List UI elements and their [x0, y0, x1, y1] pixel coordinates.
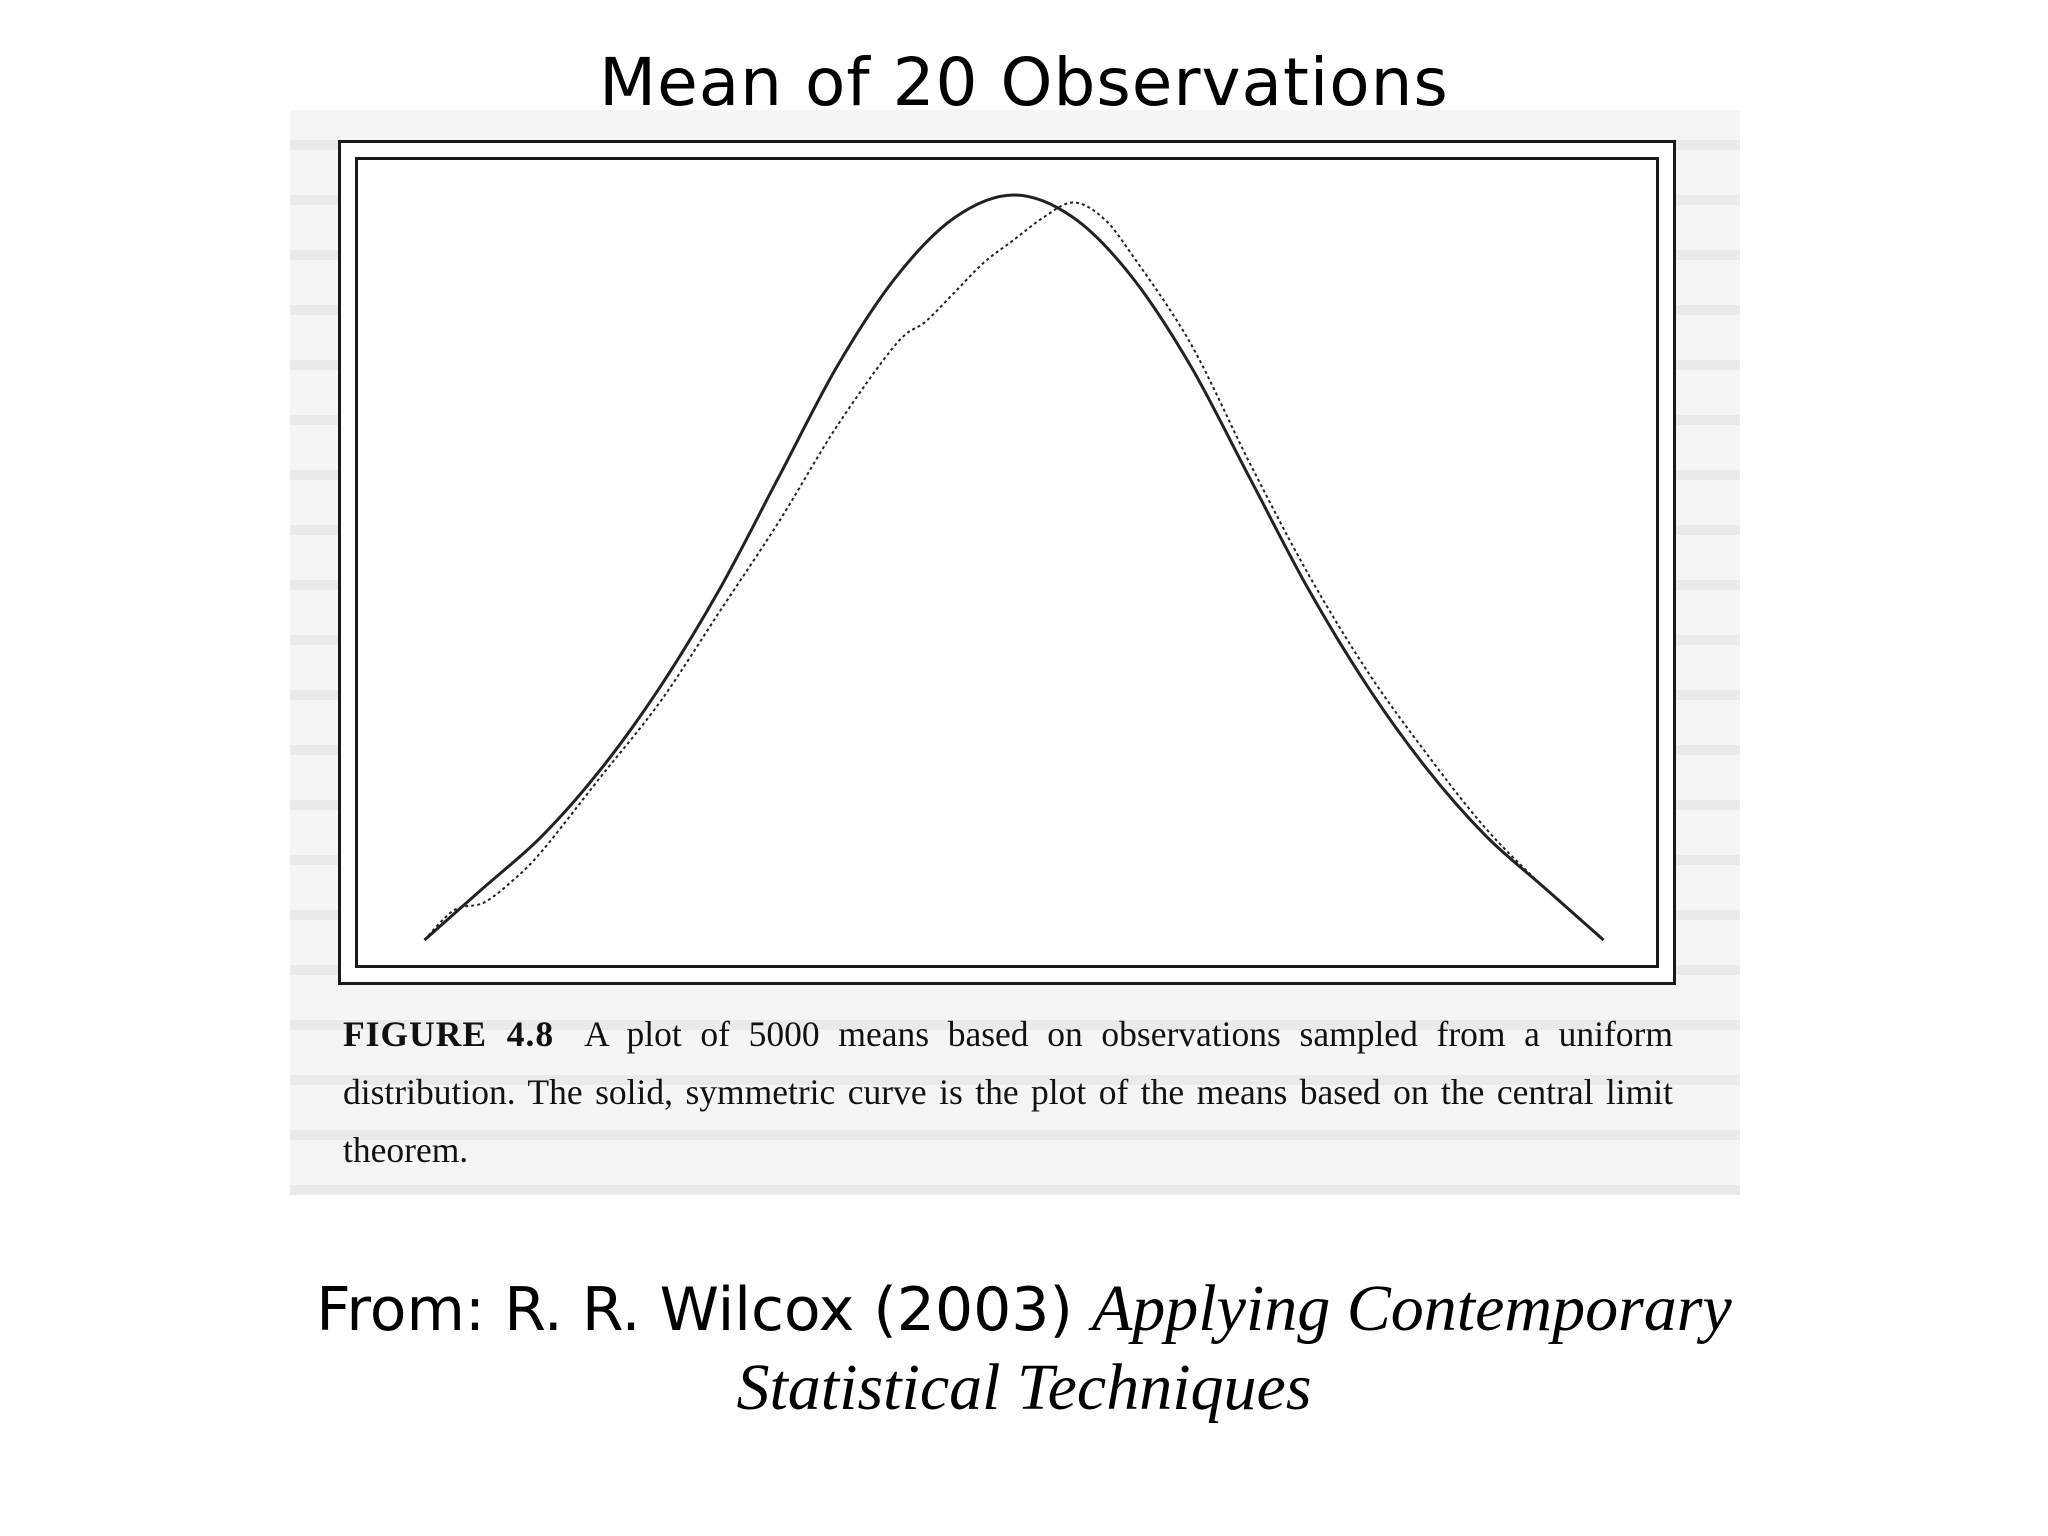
citation-line-2: Statistical Techniques: [0, 1349, 2048, 1428]
citation-title-line-2: Statistical Techniques: [736, 1351, 1312, 1424]
citation-prefix: From: R. R. Wilcox (2003): [316, 1275, 1073, 1345]
citation-title-line-1: Applying Contemporary: [1091, 1272, 1732, 1345]
series-layer: [423, 193, 1605, 942]
figure-outer-frame: [338, 140, 1676, 985]
citation: From: R. R. Wilcox (2003) Applying Conte…: [0, 1270, 2048, 1428]
figure-caption: FIGURE 4.8 A plot of 5000 means based on …: [343, 1005, 1673, 1179]
figure-caption-text: A plot of 5000 means based on observatio…: [343, 1014, 1673, 1170]
figure-label: FIGURE 4.8: [343, 1014, 555, 1054]
citation-line-1: From: R. R. Wilcox (2003) Applying Conte…: [0, 1270, 2048, 1349]
slide-title: Mean of 20 Observations: [599, 44, 1449, 121]
series-solid-line: [423, 193, 1605, 942]
figure-inner-frame: [355, 157, 1659, 968]
series-dotted-line: [423, 201, 1605, 941]
